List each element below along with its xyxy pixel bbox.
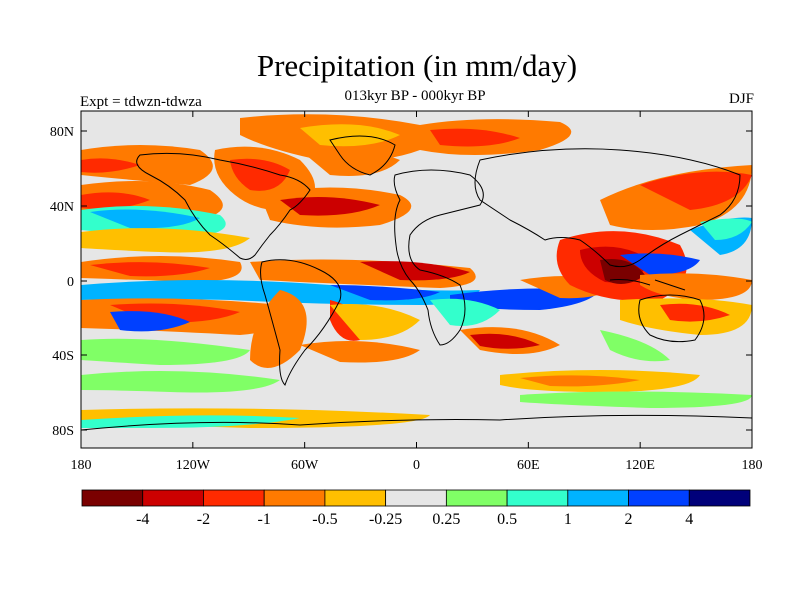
colorbar-label: 0.5 (497, 511, 517, 528)
colorbar-box (263, 489, 326, 507)
colorbar-box (81, 489, 144, 507)
colorbar-label: 1 (564, 511, 572, 528)
lon-label: 60E (517, 458, 540, 473)
lat-label: 80N (50, 125, 74, 140)
lon-label: 120W (176, 458, 211, 473)
colorbar-label: -0.25 (369, 511, 402, 528)
colorbar-box (142, 489, 204, 507)
lon-label: 180 (742, 458, 763, 473)
colorbar-box (506, 489, 569, 507)
colorbar-label: 2 (625, 511, 633, 528)
season-label: DJF (728, 91, 754, 107)
lon-label: 180 (71, 458, 92, 473)
lat-label: 40S (52, 349, 74, 364)
colorbar-box (628, 489, 690, 507)
lat-label: 40N (50, 200, 74, 215)
lon-label: 60W (291, 458, 319, 473)
plot-subtitle: 013kyr BP - 000kyr BP (344, 88, 486, 104)
lon-axis: 180 120W 60W 0 60E 120E 180 (71, 111, 763, 473)
colorbar-label: 4 (685, 511, 693, 528)
colorbar-box (385, 489, 447, 507)
colorbar-box (324, 489, 387, 507)
coastlines (81, 135, 752, 431)
colorbar-label: -1 (258, 511, 271, 528)
experiment-label: Expt = tdwzn-tdwza (80, 94, 202, 110)
lat-label: 0 (67, 275, 74, 290)
colorbar-box (567, 489, 629, 507)
colorbar-label: -2 (197, 511, 210, 528)
colorbar-label: -0.5 (312, 511, 337, 528)
lon-label: 0 (413, 458, 420, 473)
lat-label: 80S (52, 424, 74, 439)
colorbar-box (445, 489, 508, 507)
precip-field (81, 114, 752, 428)
colorbar-box (688, 489, 751, 507)
lat-axis: 80N 40N 0 40S 80S (50, 125, 752, 439)
plot-title: Precipitation (in mm/day) (256, 48, 578, 83)
colorbar-label: 0.25 (432, 511, 460, 528)
colorbar-box (203, 489, 265, 507)
colorbar: -4 -2 -1 -0.5 -0.25 0.25 0.5 1 2 4 (81, 489, 751, 528)
colorbar-label: -4 (136, 511, 149, 528)
lon-label: 120E (625, 458, 655, 473)
